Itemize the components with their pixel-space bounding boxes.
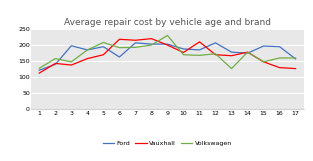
- Vauxhall: [69, 64, 73, 66]
- Vauxhall: [230, 55, 233, 57]
- Ford: [230, 51, 233, 53]
- Title: Average repair cost by vehicle age and brand: Average repair cost by vehicle age and b…: [64, 18, 271, 27]
- Volkswagen: [230, 68, 233, 70]
- Volkswagen: [294, 57, 297, 59]
- Volkswagen: [214, 53, 218, 55]
- Ford: [85, 49, 89, 51]
- Volkswagen: [278, 57, 281, 59]
- Ford: [166, 43, 169, 45]
- Vauxhall: [182, 52, 185, 53]
- Vauxhall: [214, 54, 218, 56]
- Ford: [294, 58, 297, 60]
- Ford: [117, 56, 121, 58]
- Volkswagen: [38, 67, 41, 69]
- Ford: [182, 48, 185, 50]
- Volkswagen: [150, 44, 153, 46]
- Ford: [278, 46, 281, 48]
- Ford: [150, 43, 153, 45]
- Volkswagen: [134, 46, 137, 48]
- Volkswagen: [246, 51, 249, 53]
- Vauxhall: [278, 67, 281, 69]
- Volkswagen: [182, 54, 185, 56]
- Vauxhall: [85, 58, 89, 60]
- Line: Volkswagen: Volkswagen: [39, 35, 295, 69]
- Ford: [246, 52, 249, 54]
- Vauxhall: [54, 62, 57, 64]
- Ford: [198, 49, 201, 51]
- Vauxhall: [166, 44, 169, 46]
- Volkswagen: [166, 34, 169, 36]
- Volkswagen: [198, 54, 201, 56]
- Volkswagen: [262, 61, 265, 63]
- Vauxhall: [294, 68, 297, 70]
- Vauxhall: [38, 72, 41, 74]
- Vauxhall: [101, 54, 105, 56]
- Volkswagen: [117, 47, 121, 49]
- Vauxhall: [198, 41, 201, 43]
- Ford: [101, 46, 105, 48]
- Ford: [262, 45, 265, 47]
- Volkswagen: [69, 61, 73, 63]
- Vauxhall: [134, 39, 137, 41]
- Vauxhall: [150, 38, 153, 40]
- Ford: [38, 69, 41, 71]
- Vauxhall: [262, 61, 265, 63]
- Legend: Ford, Vauxhall, Volkswagen: Ford, Vauxhall, Volkswagen: [100, 138, 234, 149]
- Volkswagen: [101, 42, 105, 43]
- Vauxhall: [246, 51, 249, 53]
- Line: Vauxhall: Vauxhall: [39, 39, 295, 73]
- Ford: [134, 42, 137, 44]
- Volkswagen: [54, 58, 57, 60]
- Line: Ford: Ford: [39, 43, 295, 70]
- Ford: [214, 42, 218, 44]
- Ford: [54, 63, 57, 65]
- Volkswagen: [85, 49, 89, 51]
- Ford: [69, 45, 73, 47]
- Vauxhall: [117, 38, 121, 40]
